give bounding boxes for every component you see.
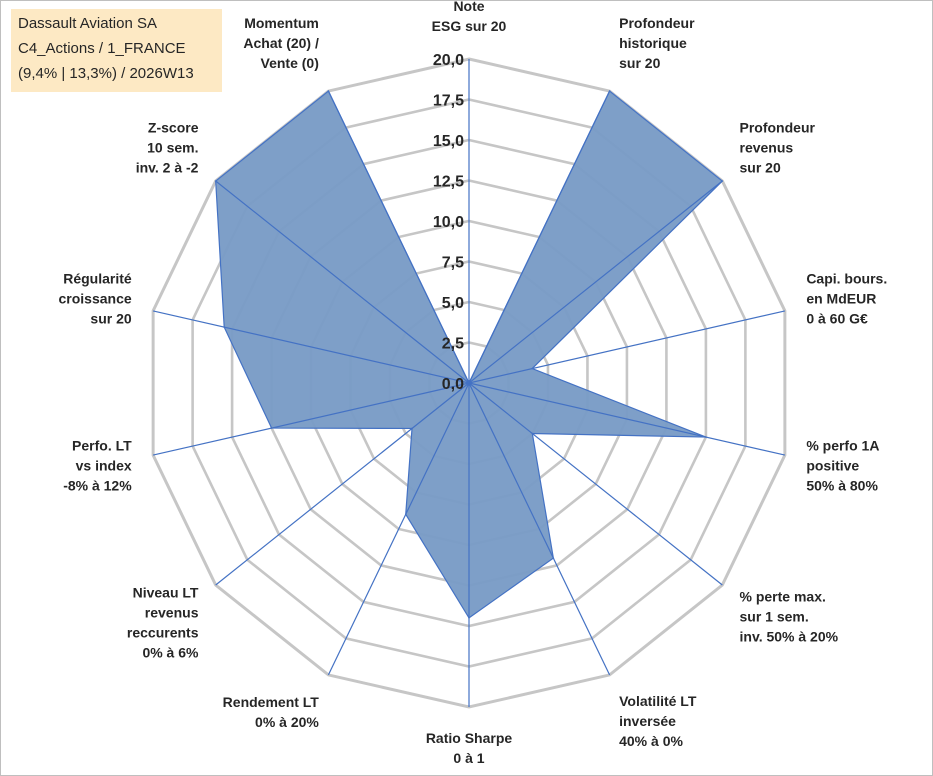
spoke-12 bbox=[215, 180, 470, 384]
axis-label-12: Z-score 10 sem. inv. 2 à -2 bbox=[136, 120, 199, 176]
axis-label-line: revenus bbox=[145, 605, 199, 621]
axis-label-line: Vente (0) bbox=[261, 55, 319, 71]
spoke-5 bbox=[468, 382, 723, 586]
axis-label-0: Note ESG sur 20 bbox=[432, 0, 507, 34]
axis-label-13: Momentum Achat (20) / Vente (0) bbox=[243, 15, 319, 71]
axis-label-line: croissance bbox=[59, 290, 132, 306]
axis-label-line: Volatilité LT bbox=[619, 693, 697, 709]
axis-label-line: 10 sem. bbox=[147, 140, 198, 156]
spoke-6 bbox=[468, 382, 611, 676]
axis-label-line: positive bbox=[806, 458, 859, 474]
axis-label-line: inv. 2 à -2 bbox=[136, 160, 199, 176]
tick-label: 15,0 bbox=[433, 133, 464, 150]
axis-label-line: Capi. bours. bbox=[806, 270, 887, 286]
performance-stats: (9,4% | 13,3%) / 2026W13 bbox=[18, 65, 194, 82]
spoke-8 bbox=[327, 382, 470, 676]
axis-label-line: Régularité bbox=[63, 270, 132, 286]
axis-label-line: Profondeur bbox=[619, 15, 695, 31]
axis-label-line: % perte max. bbox=[740, 588, 826, 604]
axis-label-6: Volatilité LT inversée 40% à 0% bbox=[619, 693, 697, 749]
axis-label-9: Niveau LT revenus reccurents 0% à 6% bbox=[127, 585, 199, 661]
axis-label-line: Achat (20) / bbox=[243, 35, 319, 51]
axis-label-line: Note bbox=[453, 0, 484, 14]
tick-label: 12,5 bbox=[433, 174, 464, 191]
axis-label-line: 0% à 20% bbox=[255, 714, 319, 730]
company-name: Dassault Aviation SA bbox=[18, 15, 157, 32]
axis-label-2: Profondeur revenus sur 20 bbox=[740, 120, 816, 176]
axis-label-1: Profondeur historique sur 20 bbox=[619, 15, 695, 71]
spoke-4 bbox=[468, 382, 786, 456]
axis-label-line: Z-score bbox=[148, 120, 199, 136]
axis-label-line: sur 20 bbox=[619, 55, 660, 71]
axis-label-line: Ratio Sharpe bbox=[426, 730, 513, 746]
axis-label-line: ESG sur 20 bbox=[432, 18, 507, 34]
spoke-2 bbox=[468, 180, 723, 384]
axis-label-5: % perte max. sur 1 sem. inv. 50% à 20% bbox=[740, 588, 839, 644]
axis-label-line: Niveau LT bbox=[133, 585, 199, 601]
axis-label-line: revenus bbox=[740, 140, 794, 156]
tick-label: 10,0 bbox=[433, 214, 464, 231]
axis-label-line: reccurents bbox=[127, 625, 199, 641]
tick-label: 7,5 bbox=[442, 255, 464, 272]
tick-label: 17,5 bbox=[433, 93, 464, 110]
axis-label-11: Régularité croissance sur 20 bbox=[59, 270, 132, 326]
axis-label-line: 50% à 80% bbox=[806, 478, 878, 494]
axis-label-line: 40% à 0% bbox=[619, 733, 683, 749]
axis-label-line: Momentum bbox=[244, 15, 319, 31]
tick-label: 5,0 bbox=[442, 295, 464, 312]
axis-label-line: sur 1 sem. bbox=[740, 608, 809, 624]
axis-label-7: Ratio Sharpe 0 à 1 bbox=[426, 730, 513, 766]
axis-label-line: inv. 50% à 20% bbox=[740, 628, 839, 644]
axis-label-line: 0% à 6% bbox=[142, 645, 199, 661]
spoke-9 bbox=[215, 382, 470, 586]
axis-label-4: % perfo 1A positive 50% à 80% bbox=[806, 438, 879, 494]
tick-label: 0,0 bbox=[442, 376, 464, 393]
spoke-1 bbox=[468, 90, 611, 384]
axis-label-line: sur 20 bbox=[90, 310, 131, 326]
axis-label-line: Perfo. LT bbox=[72, 438, 132, 454]
axis-label-line: sur 20 bbox=[740, 160, 781, 176]
axis-label-line: -8% à 12% bbox=[63, 478, 132, 494]
axis-label-line: Profondeur bbox=[740, 120, 816, 136]
tick-label: 2,5 bbox=[442, 336, 464, 353]
tick-label: 20,0 bbox=[433, 52, 464, 69]
axis-label-line: 0 à 1 bbox=[453, 750, 484, 766]
radar-spokes bbox=[152, 59, 786, 707]
spoke-3 bbox=[468, 310, 786, 384]
axis-label-line: % perfo 1A bbox=[806, 438, 879, 454]
spoke-13 bbox=[327, 90, 470, 384]
radar-axis-labels: Note ESG sur 20 Profondeur historique sur 20… bbox=[59, 0, 888, 766]
axis-label-8: Rendement LT 0% à 20% bbox=[223, 694, 320, 730]
axis-label-line: vs index bbox=[76, 458, 132, 474]
axis-label-line: inversée bbox=[619, 713, 676, 729]
info-box: Dassault Aviation SA C4_Actions / 1_FRAN… bbox=[11, 9, 222, 92]
radar-tick-labels: 0,0 2,5 5,0 7,5 10,0 12,5 15,0 17,5 20,0 bbox=[433, 52, 464, 393]
axis-label-line: en MdEUR bbox=[806, 290, 876, 306]
axis-label-line: historique bbox=[619, 35, 687, 51]
spoke-11 bbox=[152, 310, 470, 384]
axis-label-line: 0 à 60 G€ bbox=[806, 310, 868, 326]
portfolio-name: C4_Actions / 1_FRANCE bbox=[18, 40, 186, 57]
axis-label-3: Capi. bours. en MdEUR 0 à 60 G€ bbox=[806, 270, 887, 326]
axis-label-10: Perfo. LT vs index -8% à 12% bbox=[63, 438, 132, 494]
axis-label-line: Rendement LT bbox=[223, 694, 320, 710]
spoke-10 bbox=[152, 382, 470, 456]
